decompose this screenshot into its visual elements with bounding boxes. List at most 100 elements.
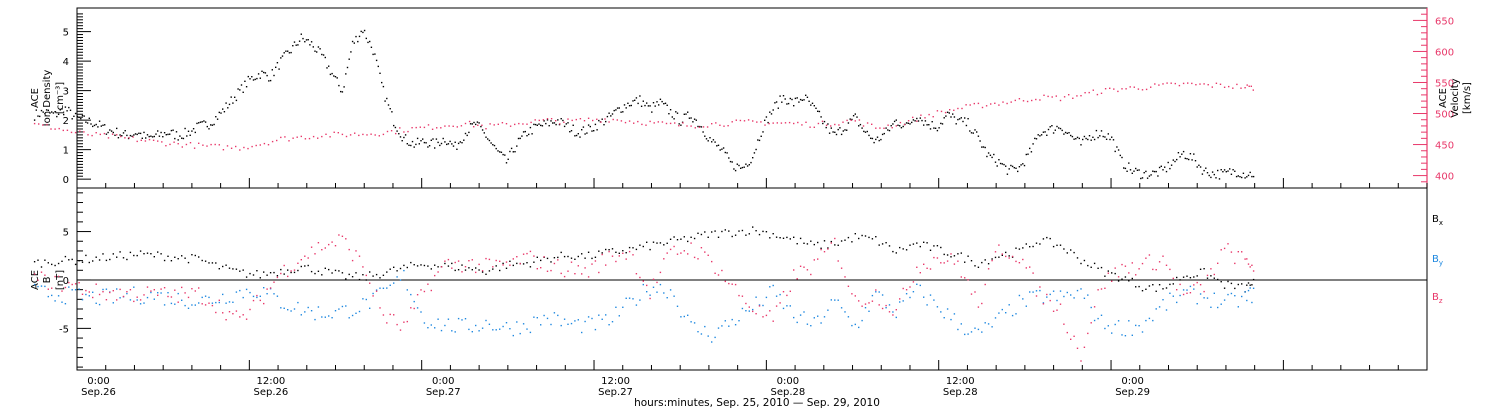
bx-point (300, 265, 302, 268)
density-point (1093, 138, 1096, 141)
bz-point (1189, 292, 1192, 294)
bz-point (546, 270, 549, 272)
bx-point (960, 252, 962, 254)
density-point (319, 48, 321, 50)
bx-point (68, 259, 70, 261)
y-tick-label: 5 (63, 28, 69, 39)
density-point (1042, 131, 1045, 133)
density-point (536, 124, 538, 126)
velocity-point (776, 122, 778, 124)
by-point (888, 304, 891, 306)
bz-point (331, 241, 333, 243)
density-point (64, 106, 67, 108)
bz-point (74, 283, 77, 285)
bx-point (146, 252, 149, 254)
by-point (1251, 301, 1253, 304)
by-point (810, 325, 812, 327)
by-point (697, 331, 699, 333)
bx-point (1035, 242, 1038, 244)
density-point (964, 117, 966, 119)
bx-point (444, 262, 446, 265)
bz-point (105, 299, 108, 301)
by-point (499, 328, 501, 330)
bz-point (666, 252, 668, 254)
density-point (1054, 129, 1056, 131)
velocity-point (883, 127, 885, 129)
velocity-point (481, 124, 483, 126)
velocity-point (801, 124, 803, 126)
velocity-point (1133, 86, 1135, 88)
velocity-point (1055, 95, 1057, 97)
density-point (420, 140, 422, 142)
density-point (574, 135, 576, 137)
density-point (1027, 153, 1029, 155)
density-point (627, 102, 629, 104)
bz-point (410, 307, 412, 309)
bx-point (232, 268, 234, 270)
density-point (1071, 135, 1074, 138)
by-point (796, 321, 798, 324)
bx-point (594, 256, 597, 258)
by-point (37, 285, 39, 288)
bx-point (215, 262, 217, 264)
density-point (507, 158, 509, 160)
by-point (594, 328, 597, 331)
velocity-point (128, 137, 130, 139)
velocity-point (961, 107, 963, 110)
density-point (369, 40, 371, 43)
bx-point (1056, 244, 1058, 246)
by-point (1220, 303, 1222, 305)
density-point (769, 111, 771, 113)
density-point (1029, 147, 1031, 150)
density-point (145, 137, 147, 139)
bx-point (334, 269, 337, 272)
bx-point (314, 272, 316, 275)
velocity-point (54, 128, 56, 130)
density-point (476, 121, 479, 123)
bz-point (1155, 269, 1157, 271)
by-point (259, 295, 261, 297)
by-point (827, 309, 829, 311)
by-point (967, 333, 969, 335)
velocity-point (477, 124, 479, 126)
bz-point (386, 322, 388, 324)
by-point (95, 302, 97, 304)
density-point (257, 73, 260, 75)
by-point (998, 312, 1000, 314)
density-point (589, 125, 591, 128)
velocity-point (1158, 84, 1160, 86)
bx-point (656, 242, 658, 244)
bx-point (382, 274, 385, 276)
bz-point (215, 311, 217, 314)
by-point (389, 284, 391, 286)
density-point (741, 166, 744, 169)
bz-point (587, 276, 590, 278)
bx-point (88, 261, 90, 264)
density-point (1034, 137, 1036, 140)
bx-point (502, 262, 504, 265)
bz-point (1206, 274, 1209, 277)
bz-point (471, 259, 473, 261)
density-point (227, 107, 229, 109)
velocity-point (132, 136, 134, 138)
density-point (1052, 132, 1055, 134)
bx-point (71, 258, 73, 261)
bx-point (47, 262, 49, 264)
bx-point (167, 255, 169, 257)
density-point (1227, 170, 1229, 172)
bz-point (676, 253, 679, 255)
velocity-point (1248, 85, 1250, 87)
by-point (871, 294, 874, 297)
density-point (85, 121, 87, 123)
density-point (206, 125, 208, 128)
by-point (765, 296, 768, 299)
by-point (567, 323, 569, 325)
bz-point (293, 269, 296, 271)
velocity-point (271, 140, 274, 143)
density-point (1140, 177, 1142, 180)
density-point (97, 126, 99, 128)
bz-point (509, 264, 511, 266)
bx-point (574, 258, 576, 260)
bx-point (957, 253, 959, 255)
by-point (468, 328, 470, 331)
